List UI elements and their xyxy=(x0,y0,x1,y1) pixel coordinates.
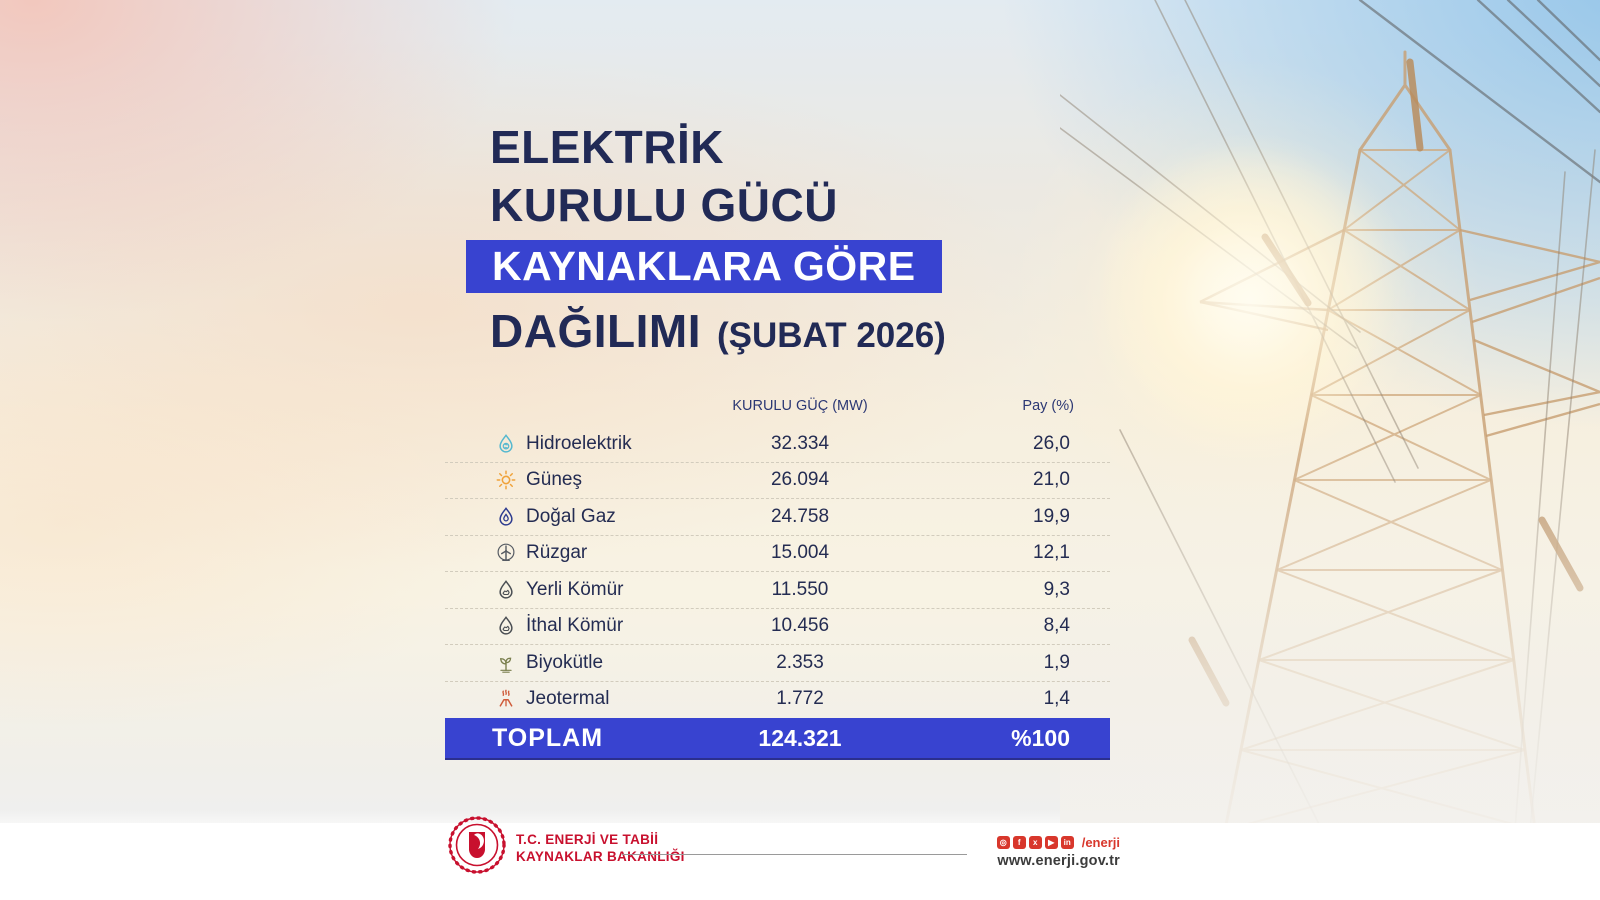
facebook-icon: f xyxy=(1012,836,1026,849)
twitter-icon: x xyxy=(1028,836,1042,849)
source-label: Güneş xyxy=(526,469,582,491)
transmission-tower-illustration xyxy=(1060,0,1600,830)
table-row: Jeotermal 1.772 1,4 xyxy=(445,682,1110,718)
social-icons-row: ◎ f x ▶ in/enerji xyxy=(996,835,1120,850)
share-value: 9,3 xyxy=(1043,578,1070,600)
biomass-icon xyxy=(495,652,517,674)
share-value: 1,4 xyxy=(1043,688,1070,710)
total-power-value: 124.321 xyxy=(758,724,842,751)
ministry-name: T.C. ENERJİ VE TABİİ KAYNAKLAR BAKANLIĞI xyxy=(516,831,685,865)
source-cell: Jeotermal xyxy=(445,688,650,710)
social-handle: /enerji xyxy=(1081,835,1120,850)
footer: T.C. ENERJİ VE TABİİ KAYNAKLAR BAKANLIĞI… xyxy=(0,816,1600,900)
source-cell: Rüzgar xyxy=(445,542,650,564)
website-url: www.enerji.gov.tr xyxy=(997,853,1120,869)
instagram-icon: ◎ xyxy=(996,836,1010,849)
table-row: İthal Kömür 10.456 8,4 xyxy=(445,609,1110,645)
source-cell: Doğal Gaz xyxy=(445,506,650,528)
power-value: 2.353 xyxy=(776,651,824,673)
ministry-name-line-2: KAYNAKLAR BAKANLIĞI xyxy=(516,849,685,864)
geothermal-icon xyxy=(495,688,517,710)
youtube-icon: ▶ xyxy=(1044,836,1058,849)
source-label: Jeotermal xyxy=(526,688,610,710)
source-cell: Biyokütle xyxy=(445,652,650,674)
share-value: 1,9 xyxy=(1043,651,1070,673)
source-label: Hidroelektrik xyxy=(526,432,632,454)
coal-icon xyxy=(495,615,517,637)
title-date: (ŞUBAT 2026) xyxy=(716,316,946,355)
ministry-name-line-1: T.C. ENERJİ VE TABİİ xyxy=(516,832,659,847)
total-row: TOPLAM 124.321 %100 xyxy=(445,718,1110,760)
share-value: 19,9 xyxy=(1033,505,1070,527)
power-value: 24.758 xyxy=(770,505,830,527)
header-share: Pay (%) xyxy=(1022,398,1074,414)
power-value: 10.456 xyxy=(770,615,830,637)
power-value: 26.094 xyxy=(770,469,830,491)
title-line-4: DAĞILIMI (ŞUBAT 2026) xyxy=(490,304,946,358)
source-label: Biyokütle xyxy=(526,651,604,673)
table-row: Biyokütle 2.353 1,9 xyxy=(445,645,1110,682)
capacity-table: KURULU GÜÇ (MW) Pay (%) Hidroelektrik 32.… xyxy=(445,396,1110,760)
power-value: 32.334 xyxy=(770,432,830,454)
source-label: Yerli Kömür xyxy=(526,578,624,600)
title-line-1: ELEKTRİK xyxy=(490,121,724,173)
title-line-2: KURULU GÜCÜ xyxy=(490,179,838,231)
gas-icon xyxy=(495,506,517,528)
source-label: Rüzgar xyxy=(526,542,588,564)
ministry-emblem xyxy=(447,815,507,875)
table-row: Rüzgar 15.004 12,1 xyxy=(445,536,1110,572)
wind-icon xyxy=(495,542,517,564)
transmission-tower-photo xyxy=(1060,0,1600,830)
source-cell: Hidroelektrik xyxy=(445,433,650,455)
table-row: Yerli Kömür 11.550 9,3 xyxy=(445,572,1110,609)
power-value: 15.004 xyxy=(770,542,830,564)
coal-icon xyxy=(495,579,517,601)
source-cell: Yerli Kömür xyxy=(445,579,650,601)
title-line-4-main: DAĞILIMI xyxy=(490,305,701,357)
source-cell: İthal Kömür xyxy=(445,615,650,637)
source-label: Doğal Gaz xyxy=(526,505,616,527)
table-row: Güneş 26.094 21,0 xyxy=(445,463,1110,499)
power-value: 1.772 xyxy=(776,688,824,710)
title-block: ELEKTRİK KURULU GÜCÜ KAYNAKLARA GÖRE DAĞ… xyxy=(466,118,946,357)
table-rows: Hidroelektrik 32.334 26,0 Güneş 26.094 21,0 Do… xyxy=(445,426,1110,717)
share-value: 12,1 xyxy=(1033,542,1070,564)
share-value: 26,0 xyxy=(1033,432,1070,454)
table-row: Doğal Gaz 24.758 19,9 xyxy=(445,499,1110,536)
share-value: 21,0 xyxy=(1033,469,1070,491)
power-value: 11.550 xyxy=(771,578,829,600)
footer-divider xyxy=(622,854,967,855)
table-header: KURULU GÜÇ (MW) Pay (%) xyxy=(445,396,1110,416)
footer-social-block: ◎ f x ▶ in/enerji www.enerji.gov.tr xyxy=(996,835,1120,869)
header-installed-capacity: KURULU GÜÇ (MW) xyxy=(732,398,868,414)
title-highlight: KAYNAKLARA GÖRE xyxy=(466,240,942,293)
total-share-value: %100 xyxy=(1011,724,1070,751)
table-row: Hidroelektrik 32.334 26,0 xyxy=(445,426,1110,463)
share-value: 8,4 xyxy=(1043,615,1070,637)
sun-icon xyxy=(495,469,517,491)
linkedin-icon: in xyxy=(1060,836,1074,849)
hydro-icon xyxy=(495,433,517,455)
total-label: TOPLAM xyxy=(491,723,604,752)
source-cell: Güneş xyxy=(445,469,650,491)
source-label: İthal Kömür xyxy=(526,615,624,637)
